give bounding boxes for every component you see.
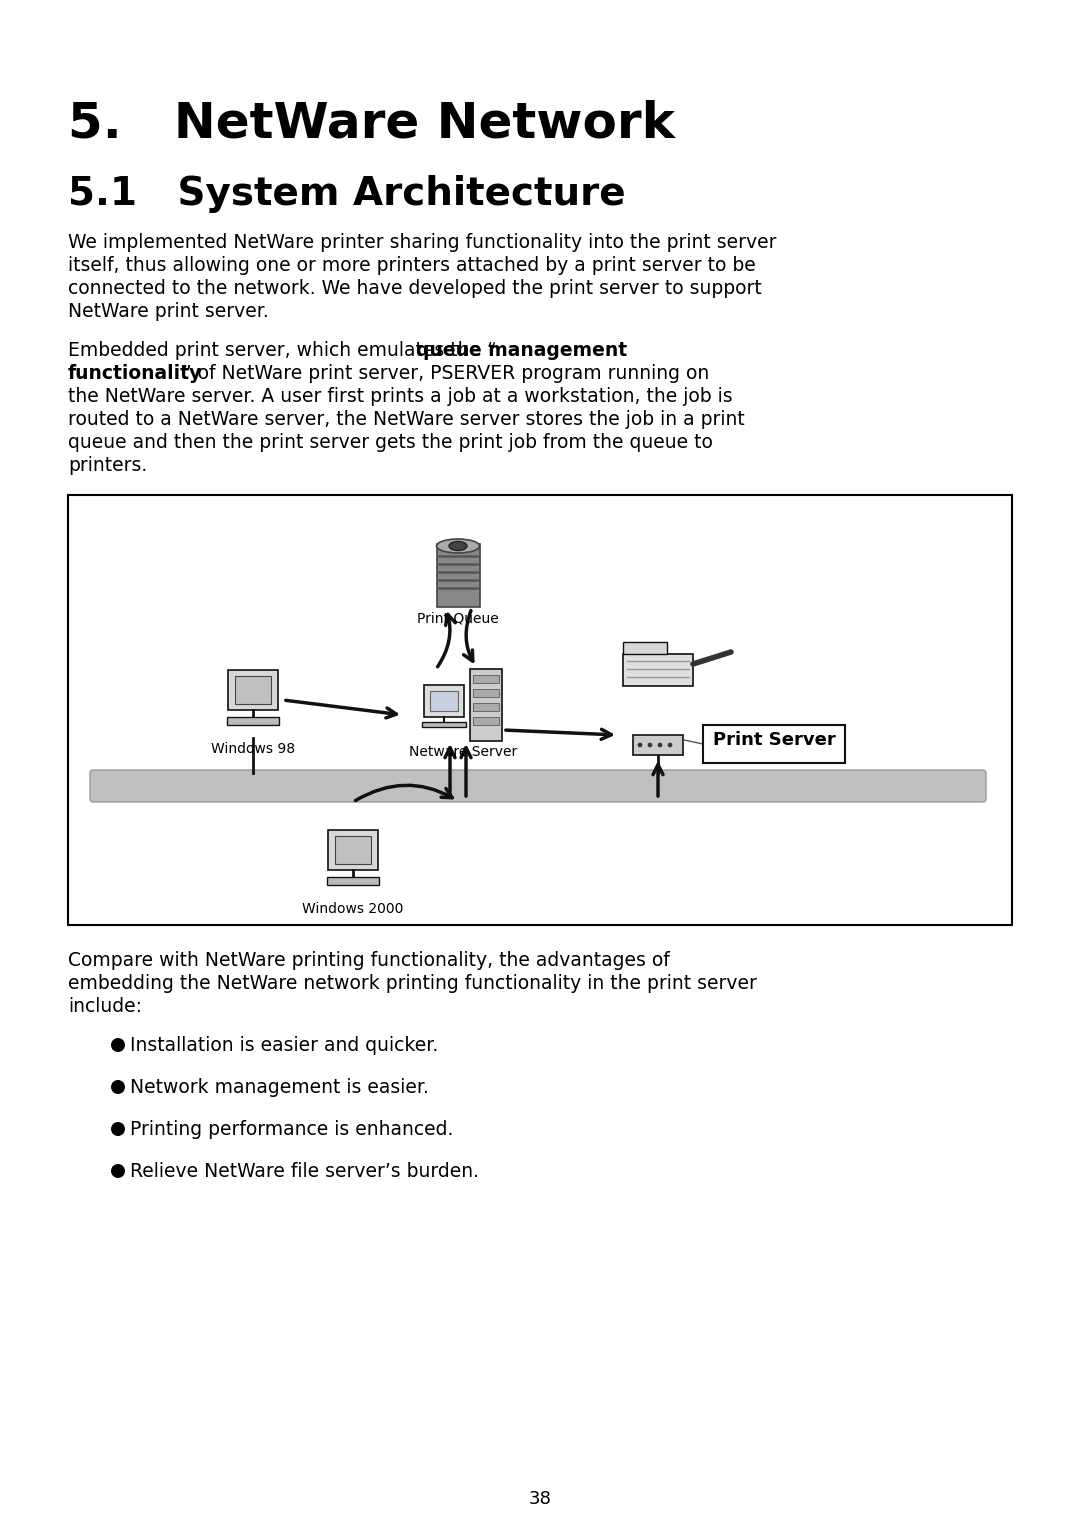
Bar xyxy=(623,642,667,654)
Circle shape xyxy=(658,743,662,748)
Text: Print Queue: Print Queue xyxy=(417,612,499,625)
Bar xyxy=(703,725,845,763)
Text: Network management is easier.: Network management is easier. xyxy=(130,1078,429,1096)
Circle shape xyxy=(111,1164,125,1177)
Text: 5.1   System Architecture: 5.1 System Architecture xyxy=(68,174,625,213)
Text: queue and then the print server gets the print job from the queue to: queue and then the print server gets the… xyxy=(68,433,713,453)
Text: NetWare print server.: NetWare print server. xyxy=(68,303,269,321)
Bar xyxy=(235,676,271,703)
Bar xyxy=(437,544,480,607)
Bar xyxy=(430,691,458,711)
Bar xyxy=(328,830,378,870)
Bar xyxy=(424,685,464,717)
Text: ” of NetWare print server, PSERVER program running on: ” of NetWare print server, PSERVER progr… xyxy=(183,364,710,382)
Text: Print Server: Print Server xyxy=(713,731,835,749)
Circle shape xyxy=(111,1122,125,1136)
Text: Windows 2000: Windows 2000 xyxy=(302,902,404,916)
Bar xyxy=(327,878,379,885)
Text: Windows 98: Windows 98 xyxy=(211,742,295,755)
Bar xyxy=(422,722,465,726)
Text: Installation is easier and quicker.: Installation is easier and quicker. xyxy=(130,1037,438,1055)
Bar xyxy=(227,717,279,725)
Text: queue management: queue management xyxy=(416,341,627,359)
Text: Relieve NetWare file server’s burden.: Relieve NetWare file server’s burden. xyxy=(130,1162,480,1180)
Circle shape xyxy=(648,743,652,748)
Bar xyxy=(335,836,372,864)
Bar xyxy=(633,735,683,755)
Circle shape xyxy=(669,743,672,748)
Text: We implemented NetWare printer sharing functionality into the print server: We implemented NetWare printer sharing f… xyxy=(68,232,777,252)
Text: routed to a NetWare server, the NetWare server stores the job in a print: routed to a NetWare server, the NetWare … xyxy=(68,410,745,430)
Text: functionality: functionality xyxy=(68,364,202,382)
Text: printers.: printers. xyxy=(68,456,147,476)
Circle shape xyxy=(111,1038,125,1052)
Ellipse shape xyxy=(449,541,467,550)
Text: connected to the network. We have developed the print server to support: connected to the network. We have develo… xyxy=(68,278,761,298)
Text: Printing performance is enhanced.: Printing performance is enhanced. xyxy=(130,1121,454,1139)
Text: the NetWare server. A user first prints a job at a workstation, the job is: the NetWare server. A user first prints … xyxy=(68,387,732,407)
Text: Embedded print server, which emulates the “: Embedded print server, which emulates th… xyxy=(68,341,497,359)
Bar xyxy=(228,670,278,709)
Bar xyxy=(473,690,499,697)
FancyBboxPatch shape xyxy=(90,771,986,803)
Text: itself, thus allowing one or more printers attached by a print server to be: itself, thus allowing one or more printe… xyxy=(68,255,756,275)
Bar xyxy=(68,495,1012,925)
Text: Compare with NetWare printing functionality, the advantages of: Compare with NetWare printing functional… xyxy=(68,951,670,969)
Text: Netware Server: Netware Server xyxy=(409,745,517,758)
Bar xyxy=(473,674,499,683)
Circle shape xyxy=(111,1079,125,1095)
Text: include:: include: xyxy=(68,997,141,1015)
Ellipse shape xyxy=(436,540,480,553)
Text: 5.   NetWare Network: 5. NetWare Network xyxy=(68,99,675,148)
Text: 38: 38 xyxy=(528,1489,552,1508)
Bar xyxy=(473,703,499,711)
Bar xyxy=(470,670,502,742)
Circle shape xyxy=(638,743,642,748)
Bar xyxy=(473,717,499,725)
Bar xyxy=(623,654,693,687)
Text: embedding the NetWare network printing functionality in the print server: embedding the NetWare network printing f… xyxy=(68,974,757,992)
